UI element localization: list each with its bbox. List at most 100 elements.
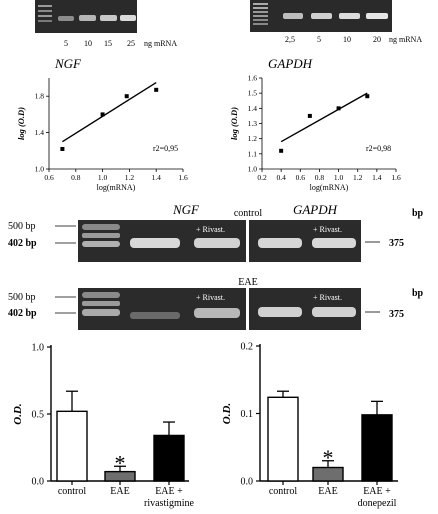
x-tick-label: 1.0 — [334, 173, 344, 182]
x-tick-label: 0.2 — [257, 173, 267, 182]
y-axis-label: O.D. — [12, 403, 24, 424]
y-tick-label: 0.0 — [32, 477, 45, 488]
rivast-label: + Rivast. — [313, 225, 342, 234]
gel-control-row — [78, 220, 361, 262]
bp-label: bp — [412, 288, 424, 299]
y-tick-label: 1.4 — [248, 104, 258, 113]
x-tick-label: 1.6 — [391, 173, 401, 182]
lane-label: 25 — [127, 39, 135, 48]
marker-402-label: 402 bp — [8, 308, 37, 319]
x-tick-label: 1.4 — [152, 173, 162, 182]
bar — [267, 396, 299, 482]
significance-asterisk: * — [115, 450, 126, 475]
y-tick-label: 1.0 — [248, 165, 258, 174]
category-label: EAE — [110, 486, 129, 497]
lane-label: 5 — [64, 39, 68, 48]
size-375-label: 375 — [389, 309, 404, 320]
data-point — [365, 94, 370, 99]
bar — [56, 410, 88, 482]
data-point — [154, 87, 159, 92]
unit-label: ng mRNA — [389, 35, 422, 44]
ngf-od-bar-chart: 0.0 0.5 1.0 control EAE EAE +rivastigmine * O.D… — [12, 343, 195, 510]
gapdh-od-bar-chart: 0.0 0.1 0.2 control EAE EAE +donepezil * O.D. — [221, 342, 398, 509]
category-label: donepezil — [358, 498, 397, 509]
gapdh-gel-label: GAPDH — [293, 202, 338, 217]
lane-label: 10 — [343, 35, 351, 44]
x-tick-label: 1.2 — [353, 173, 363, 182]
y-axis-label: log (O.D) — [16, 107, 26, 140]
lane-label: 15 — [104, 39, 112, 48]
lane-label: 2,5 — [285, 35, 295, 44]
gel-top-left-labels: 5 10 15 25 ng mRNA — [64, 39, 177, 48]
data-point — [124, 94, 129, 99]
y-tick-label: 1.0 — [32, 343, 45, 354]
rivast-label: + Rivast. — [196, 293, 225, 302]
fit-line — [62, 81, 157, 143]
y-tick-label: 1.2 — [248, 134, 258, 143]
y-tick-label: 1.4 — [35, 128, 45, 137]
chart-title: NGF — [54, 56, 82, 71]
lane-label: 10 — [84, 39, 92, 48]
data-point — [60, 146, 65, 151]
y-tick-label: 0.1 — [241, 409, 254, 420]
data-point — [279, 148, 284, 153]
x-tick-label: 0.8 — [315, 173, 325, 182]
category-label: control — [269, 486, 298, 497]
data-point — [307, 113, 312, 118]
lane-label: 5 — [317, 35, 321, 44]
lane-label: 20 — [373, 35, 381, 44]
r-squared-label: r2=0,95 — [153, 144, 178, 153]
x-axis-label: log(mRNA) — [97, 183, 136, 192]
gel-top-left — [35, 0, 137, 33]
chart-title: GAPDH — [268, 56, 313, 71]
y-tick-label: 1.6 — [248, 74, 258, 83]
r-squared-label: r2=0,98 — [366, 144, 391, 153]
category-label: EAE + — [155, 486, 183, 497]
y-tick-label: 1.0 — [35, 165, 45, 174]
significance-asterisk: * — [323, 445, 334, 470]
ngf-regression-chart: 0.6 0.8 1.0 1.2 1.4 1.6 1.0 1.4 1.8 NGF log(mRNA) l… — [16, 56, 188, 192]
y-axis-label: log (O.D) — [229, 107, 239, 140]
marker-500-label: 500 bp — [8, 221, 36, 232]
y-tick-label: 1.8 — [35, 92, 45, 101]
x-axis-label: log(mRNA) — [310, 183, 349, 192]
unit-label: ng mRNA — [144, 39, 177, 48]
rivast-label: + Rivast. — [313, 293, 342, 302]
y-tick-label: 1.1 — [248, 149, 258, 158]
x-tick-label: 0.6 — [44, 173, 54, 182]
eae-label: EAE — [238, 277, 257, 288]
x-tick-label: 1.4 — [372, 173, 382, 182]
gel-top-right-labels: 2,5 5 10 20 ng mRNA — [285, 35, 422, 44]
data-point — [336, 106, 341, 111]
category-label: control — [58, 486, 87, 497]
x-tick-label: 0.8 — [71, 173, 81, 182]
marker-402-label: 402 bp — [8, 238, 37, 249]
bar — [361, 414, 393, 482]
gel-top-right — [250, 0, 392, 32]
gapdh-regression-chart: 0.2 0.4 0.6 0.8 1.0 1.2 1.4 1.6 1.0 1.1 1.2 1.3 1.4 1… — [229, 56, 401, 192]
marker-500-label: 500 bp — [8, 292, 36, 303]
middle-gel-labels: NGF control GAPDH bp 500 bp 402 bp + Riv… — [8, 202, 424, 320]
x-tick-label: 0.6 — [296, 173, 306, 182]
x-tick-label: 0.4 — [276, 173, 286, 182]
data-point — [100, 112, 105, 117]
fit-line — [280, 92, 368, 143]
y-tick-label: 1.5 — [248, 89, 258, 98]
bar — [153, 434, 185, 482]
category-label: EAE + — [363, 486, 391, 497]
y-tick-label: 0.0 — [241, 477, 254, 488]
control-label: control — [234, 208, 263, 219]
x-tick-label: 1.0 — [98, 173, 108, 182]
y-axis-label: O.D. — [221, 403, 233, 424]
category-label: EAE — [318, 486, 337, 497]
x-tick-label: 1.2 — [125, 173, 135, 182]
y-tick-label: 0.5 — [32, 410, 45, 421]
ngf-gel-label: NGF — [172, 202, 200, 217]
x-tick-label: 1.6 — [178, 173, 188, 182]
rivast-label: + Rivast. — [196, 225, 225, 234]
y-tick-label: 1.3 — [248, 119, 258, 128]
size-375-label: 375 — [389, 238, 404, 249]
category-label: rivastigmine — [144, 498, 195, 509]
bp-label: bp — [412, 208, 424, 219]
